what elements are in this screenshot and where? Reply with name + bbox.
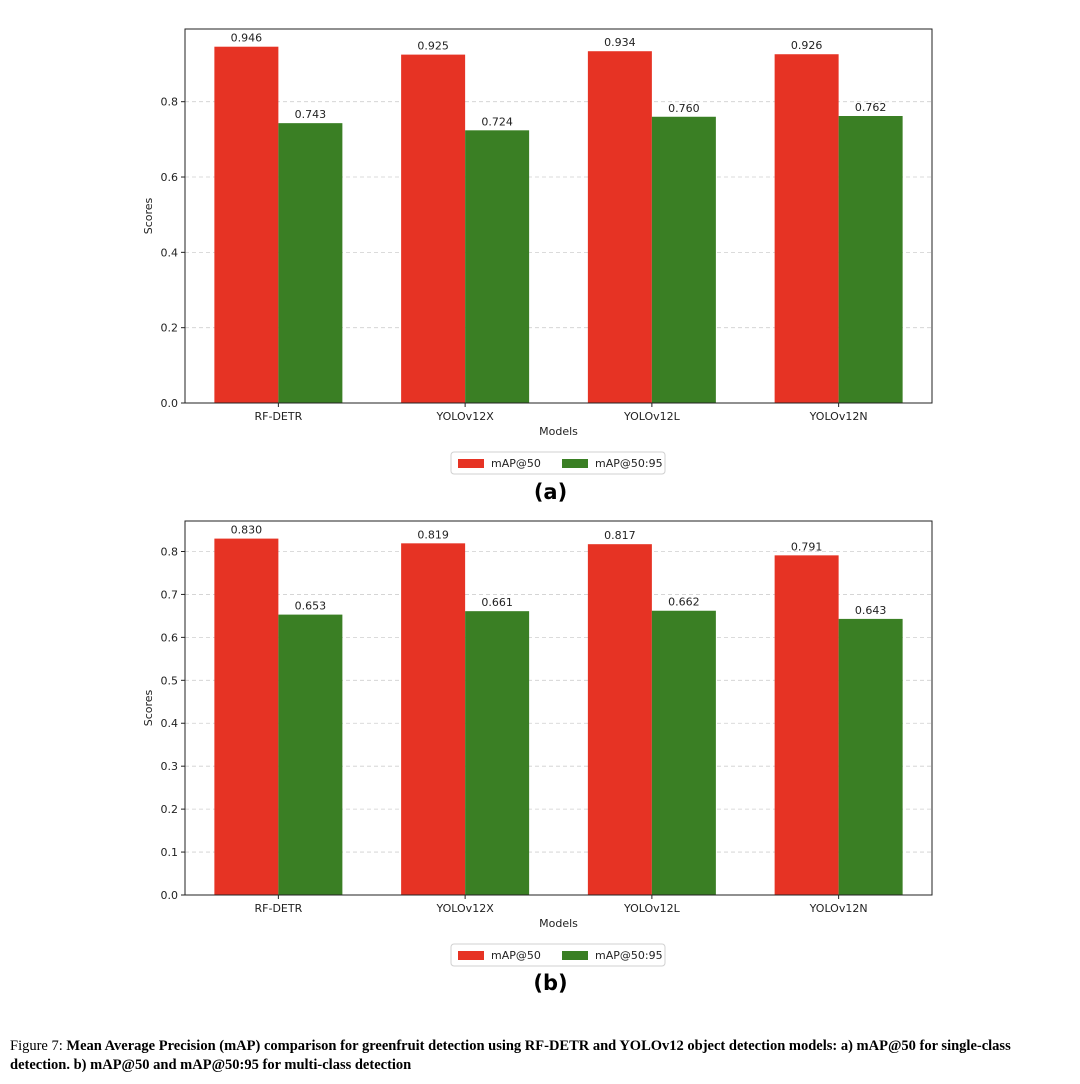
legend-box [450,451,666,475]
data-label: 0.760 [668,102,700,115]
y-tick-label: 0.4 [161,246,179,259]
plot-frame [184,28,933,404]
data-label: 0.934 [604,36,636,49]
y-tick-label: 0.0 [161,889,179,902]
data-label: 0.662 [668,596,700,609]
legend-box [450,943,666,967]
legend-label: mAP@50:95 [595,949,663,962]
bar-mAP@50:95-YOLOv12L [651,116,716,404]
y-tick-label: 0.4 [161,717,179,730]
data-label: 0.946 [231,32,263,45]
bar-mAP@50:95-YOLOv12X [465,611,530,895]
legend-label: mAP@50 [491,949,541,962]
data-label: 0.830 [231,524,263,537]
panel-label: (b) [533,971,567,995]
legend-swatch-mAP@50 [458,951,484,960]
legend-label: mAP@50:95 [595,457,663,470]
bar-mAP@50:95-RF-DETR [278,614,343,895]
bar-mAP@50-YOLOv12N [774,54,839,403]
x-tick-label: YOLOv12N [809,410,868,423]
bar-mAP@50-YOLOv12X [401,54,466,404]
chart-panel-b: 0.830 0.819 0.817 0.791 0.653 0.661 0.662 0.643… [142,520,933,995]
x-tick-label: YOLOv12X [436,410,495,423]
plot-frame [184,520,933,896]
data-label: 0.653 [295,600,327,613]
y-tick-label: 0.2 [161,322,179,335]
legend-label: mAP@50 [491,457,541,470]
bar-mAP@50-YOLOv12X [401,543,466,895]
legend-swatch-mAP@50:95 [562,459,588,468]
data-label: 0.743 [295,108,327,121]
bar-mAP@50:95-YOLOv12X [465,130,530,404]
bar-mAP@50:95-YOLOv12N [838,618,903,895]
bar-mAP@50-RF-DETR [214,538,279,895]
y-tick-label: 0.5 [161,674,179,687]
x-tick-label: YOLOv12N [809,902,868,915]
figure-caption: Figure 7: Mean Average Precision (mAP) c… [10,1037,1072,1075]
y-tick-label: 0.7 [161,588,179,601]
y-tick-label: 0.0 [161,397,179,410]
x-tick-label: YOLOv12X [436,902,495,915]
y-tick-label: 0.3 [161,760,179,773]
bar-mAP@50-YOLOv12N [774,555,839,895]
x-axis-label: Models [539,425,578,438]
y-axis-label: Scores [142,197,155,234]
data-label: 0.661 [481,596,513,609]
caption-prefix: Figure 7: [10,1038,67,1054]
bar-mAP@50:95-RF-DETR [278,123,343,403]
bar-mAP@50:95-YOLOv12N [838,116,903,403]
bar-mAP@50:95-YOLOv12L [651,610,716,895]
y-tick-label: 0.6 [161,631,179,644]
y-tick-label: 0.2 [161,803,179,816]
data-label: 0.762 [855,101,887,114]
panel-label: (a) [534,480,567,504]
legend-swatch-mAP@50:95 [562,951,588,960]
data-label: 0.819 [417,528,449,541]
data-label: 0.926 [791,39,823,52]
figure-charts: 0.946 0.925 0.934 0.926 0.743 0.724 0.760 0.762… [142,28,933,995]
chart-panel-a: 0.946 0.925 0.934 0.926 0.743 0.724 0.760 0.762… [142,28,933,504]
legend: mAP@50 mAP@50:95 [450,451,666,475]
data-label: 0.724 [481,115,513,128]
caption-text: Mean Average Precision (mAP) comparison … [10,1038,1011,1073]
y-tick-label: 0.6 [161,171,179,184]
bar-mAP@50-YOLOv12L [587,51,652,403]
bar-mAP@50-YOLOv12L [587,544,652,895]
data-label: 0.817 [604,529,636,542]
y-tick-label: 0.8 [161,96,179,109]
x-tick-label: RF-DETR [255,410,303,423]
data-label: 0.925 [417,40,449,53]
data-label: 0.791 [791,540,823,553]
legend: mAP@50 mAP@50:95 [450,943,666,967]
x-tick-label: RF-DETR [255,902,303,915]
y-axis-label: Scores [142,689,155,726]
data-label: 0.643 [855,604,887,617]
bar-mAP@50-RF-DETR [214,46,279,404]
x-axis-label: Models [539,917,578,930]
legend-swatch-mAP@50 [458,459,484,468]
x-tick-label: YOLOv12L [623,410,681,423]
y-tick-label: 0.8 [161,545,179,558]
x-tick-label: YOLOv12L [623,902,681,915]
y-tick-label: 0.1 [161,846,179,859]
